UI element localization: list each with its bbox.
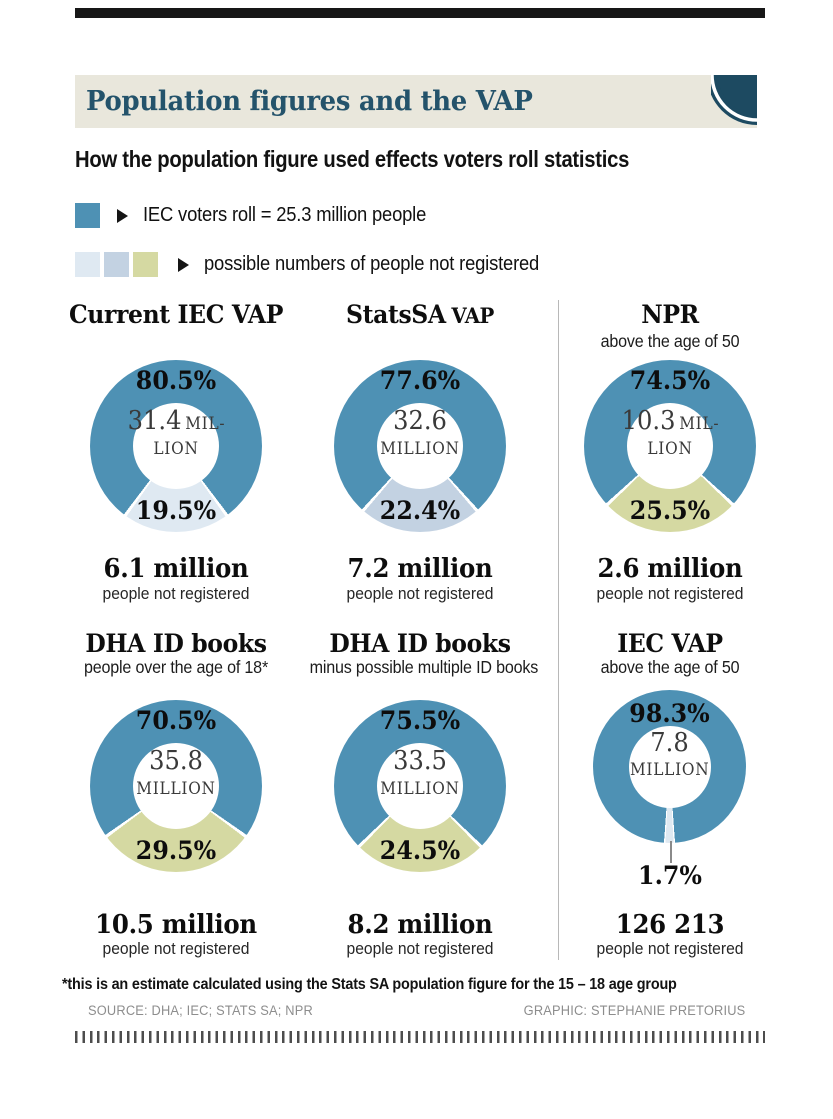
figure-caption: people not registered — [346, 939, 494, 958]
donut-hole — [133, 743, 219, 829]
unregistered-percent-label: 29.5% — [135, 836, 217, 865]
triangle-bullet-icon — [178, 257, 189, 272]
chart-subtitle: above the age of 50 — [600, 657, 740, 677]
unregistered-figure: 6.1 million — [103, 554, 249, 584]
figure-caption: people not registered — [596, 584, 744, 603]
chart-subtitle: minus possible multiple ID books — [309, 657, 539, 677]
unregistered-figure: 10.5 million — [95, 910, 257, 940]
donut-hole — [627, 403, 713, 489]
credit-line: GRAPHIC: STEPHANIE PRETORIUS — [523, 1003, 745, 1018]
chart-subtitle: above the age of 50 — [600, 331, 740, 351]
registered-percent-label: 80.5% — [135, 366, 217, 395]
header-bar: Population figures and the VAP — [75, 75, 757, 128]
chart-title: StatsSA VAP — [346, 300, 494, 329]
unregistered-percent-label: 22.4% — [379, 496, 461, 525]
donut-center-value: 31.4 MIL- LION — [127, 406, 226, 459]
registered-percent-label: 77.6% — [379, 366, 461, 395]
figure-caption: people not registered — [102, 584, 250, 603]
footnote: *this is an estimate calculated using th… — [62, 976, 677, 993]
unregistered-percent-label: 25.5% — [629, 496, 711, 525]
unregistered-percent-label: 1.7% — [638, 861, 702, 890]
top-rule — [75, 8, 765, 18]
donut-center-value: 7.8 MILLION — [629, 728, 710, 780]
unregistered-figure: 7.2 million — [347, 554, 493, 584]
chart-subtitle: people over the age of 18* — [83, 657, 269, 677]
legend-label: IEC voters roll = 25.3 million people — [143, 204, 427, 226]
unregistered-figure: 126 213 — [615, 910, 725, 940]
donut-center-value: 32.6 MILLION — [380, 406, 460, 459]
chart-title: DHA ID books — [329, 629, 511, 658]
chart-title: NPR — [641, 300, 699, 329]
unregistered-percent-label: 19.5% — [135, 496, 217, 525]
figure-caption: people not registered — [596, 939, 744, 958]
chart-npr: NPR above the age of 50 74.5% 10.3 MIL- L… — [550, 298, 790, 603]
unregistered-figure: 2.6 million — [597, 554, 743, 584]
chart-statssa-vap: StatsSA VAP 77.6% 32.6 MILLION 22.4% 7.2 … — [300, 298, 540, 603]
donut-chart: 80.5% 31.4 MIL- LION 19.5% — [90, 360, 262, 532]
donut-chart: 77.6% 32.6 MILLION 22.4% — [334, 360, 506, 532]
donut-hole — [377, 403, 463, 489]
chart-heading: How the population figure used effects v… — [75, 146, 630, 172]
unregistered-figure: 8.2 million — [347, 910, 493, 940]
donut-center-value: 33.5 MILLION — [380, 746, 460, 799]
registered-percent-label: 75.5% — [379, 706, 461, 735]
donut-hole — [133, 403, 219, 489]
legend-label: possible numbers of people not registere… — [204, 253, 540, 275]
chart-current-iec-vap: Current IEC VAP 80.5% 31.4 MIL- LION 19.5… — [56, 298, 296, 603]
registered-percent-label: 74.5% — [629, 366, 711, 395]
registered-percent-label: 70.5% — [135, 706, 217, 735]
chart-title: DHA ID books — [85, 629, 267, 658]
chart-title: IEC VAP — [617, 629, 723, 658]
page-title: Population figures and the VAP — [86, 86, 533, 117]
column-divider — [558, 300, 559, 960]
figure-caption: people not registered — [346, 584, 494, 603]
registered-percent-label: 98.3% — [629, 699, 710, 728]
donut-chart: 74.5% 10.3 MIL- LION 25.5% — [584, 360, 756, 532]
source-line: SOURCE: DHA; IEC; STATS SA; NPR — [88, 1003, 313, 1018]
unregistered-swatch-olive — [133, 252, 158, 277]
donut-hole — [377, 743, 463, 829]
unregistered-swatch-light-blue — [75, 252, 100, 277]
unregistered-percent-label: 24.5% — [379, 836, 461, 865]
legend-unregistered: possible numbers of people not registere… — [75, 252, 568, 277]
donut-chart: 75.5% 33.5 MILLION 24.5% — [334, 700, 506, 872]
registered-swatch — [75, 203, 100, 228]
legend-registered: IEC voters roll = 25.3 million people — [75, 203, 451, 228]
donut-center-value: 10.3 MIL- LION — [621, 406, 720, 459]
donut-chart: 70.5% 35.8 MILLION 29.5% — [90, 700, 262, 872]
donut-hole — [628, 725, 711, 808]
chart-iec-vap-above-50: IEC VAP above the age of 50 98.3% 7.8 MI… — [550, 629, 790, 959]
figure-caption: people not registered — [102, 939, 250, 958]
donut-center-value: 35.8 MILLION — [136, 746, 216, 799]
unregistered-swatch-gray-blue — [104, 252, 129, 277]
triangle-bullet-icon — [117, 208, 128, 223]
callout-leader-line — [670, 841, 672, 863]
donut-chart: 98.3% 7.8 MILLION — [593, 690, 746, 843]
chart-title: Current IEC VAP — [68, 300, 284, 329]
corner-quarter-circle-icon — [711, 75, 757, 125]
chart-dha-id-books-dedup: DHA ID books minus possible multiple ID … — [300, 629, 540, 959]
tick-rule — [75, 1031, 765, 1043]
chart-dha-id-books: DHA ID books people over the age of 18* … — [56, 629, 296, 959]
